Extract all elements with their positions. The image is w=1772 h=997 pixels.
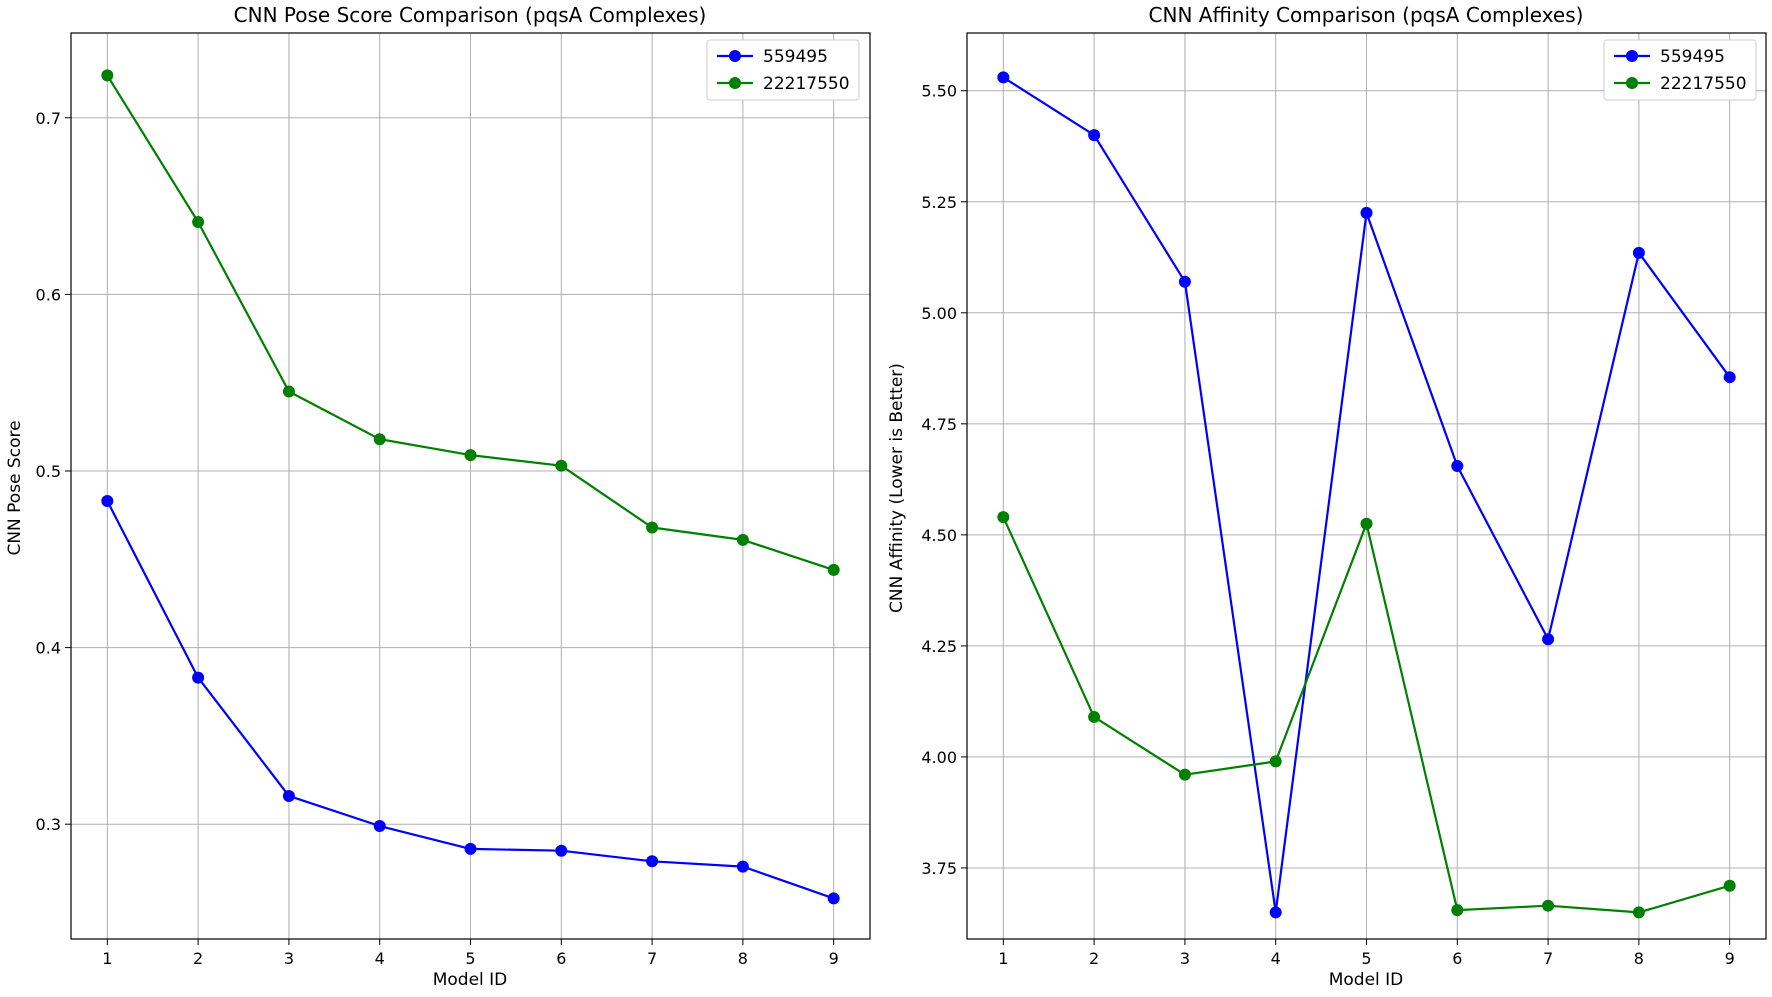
pose-score-point-559495 — [373, 819, 386, 832]
affinity-y-tick-label: 4.75 — [921, 415, 957, 434]
pose-score-point-22217550 — [101, 69, 114, 82]
pose-score-y-ticks: 0.3 0.4 0.5 0.6 0.7 — [36, 109, 71, 834]
affinity-point-22217550 — [1178, 768, 1191, 781]
pose-score-x-tick-label: 1 — [102, 949, 112, 968]
pose-score-x-tick-label: 2 — [193, 949, 203, 968]
affinity-grid — [967, 33, 1766, 939]
affinity-legend-marker-22217550 — [1626, 77, 1638, 89]
affinity-x-tick-label: 2 — [1089, 949, 1099, 968]
pose-score-point-559495 — [464, 842, 477, 855]
affinity-point-22217550 — [1088, 710, 1101, 723]
pose-score-point-559495 — [555, 844, 568, 857]
affinity-point-559495 — [1723, 371, 1736, 384]
affinity-y-tick-label: 5.50 — [921, 82, 957, 101]
pose-score-y-tick-label: 0.7 — [36, 109, 61, 128]
affinity-y-tick-label: 4.00 — [921, 748, 957, 767]
affinity-point-22217550 — [1542, 899, 1555, 912]
pose-score-x-tick-label: 3 — [284, 949, 294, 968]
pose-score-y-tick-label: 0.5 — [36, 462, 61, 481]
affinity-point-559495 — [1360, 206, 1373, 219]
affinity-y-tick-label: 5.25 — [921, 193, 957, 212]
affinity-points — [997, 71, 1736, 919]
affinity-y-tick-label: 4.50 — [921, 526, 957, 545]
pose-score-x-axis-label: Model ID — [433, 970, 508, 990]
pose-score-point-22217550 — [827, 563, 840, 576]
affinity-y-tick-label: 4.25 — [921, 637, 957, 656]
pose-score-chart: CNN Pose Score Comparison (pqsA Complexe… — [5, 3, 871, 990]
affinity-legend: 559495 22217550 — [1603, 39, 1757, 101]
affinity-y-tick-label: 5.00 — [921, 304, 957, 323]
affinity-x-tick-label: 4 — [1271, 949, 1281, 968]
affinity-point-559495 — [1451, 460, 1464, 473]
affinity-legend-marker-559495 — [1626, 50, 1638, 62]
pose-score-x-tick-label: 5 — [465, 949, 475, 968]
affinity-x-tick-label: 9 — [1725, 949, 1735, 968]
pose-score-point-559495 — [192, 671, 205, 684]
affinity-chart: CNN Affinity Comparison (pqsA Complexes)… — [887, 3, 1767, 990]
affinity-legend-label-559495: 559495 — [1660, 47, 1725, 67]
affinity-x-tick-label: 6 — [1452, 949, 1462, 968]
pose-score-x-tick-label: 6 — [556, 949, 566, 968]
pose-score-point-559495 — [101, 495, 114, 508]
affinity-point-559495 — [1632, 246, 1645, 259]
affinity-x-tick-label: 3 — [1180, 949, 1190, 968]
affinity-point-22217550 — [1360, 517, 1373, 530]
pose-score-point-559495 — [827, 892, 840, 905]
pose-score-x-tick-label: 8 — [738, 949, 748, 968]
affinity-y-axis-label: CNN Affinity (Lower is Better) — [887, 363, 907, 613]
affinity-x-tick-label: 7 — [1543, 949, 1553, 968]
pose-score-legend-marker-22217550 — [729, 77, 741, 89]
pose-score-point-559495 — [736, 860, 749, 873]
affinity-x-axis-label: Model ID — [1329, 970, 1404, 990]
pose-score-point-22217550 — [555, 459, 568, 472]
affinity-point-559495 — [1269, 906, 1282, 919]
pose-score-y-tick-label: 0.6 — [36, 285, 61, 304]
pose-score-point-22217550 — [192, 215, 205, 228]
affinity-point-22217550 — [997, 511, 1010, 524]
pose-score-y-tick-label: 0.4 — [36, 639, 61, 658]
affinity-title: CNN Affinity Comparison (pqsA Complexes) — [1149, 3, 1584, 27]
pose-score-title: CNN Pose Score Comparison (pqsA Complexe… — [234, 3, 707, 27]
affinity-x-ticks: 1 2 3 4 5 6 7 8 9 — [998, 939, 1735, 968]
pose-score-points — [101, 69, 840, 905]
affinity-legend-label-22217550: 22217550 — [1660, 74, 1747, 94]
affinity-x-tick-label: 5 — [1361, 949, 1371, 968]
affinity-point-22217550 — [1269, 755, 1282, 768]
pose-score-point-22217550 — [736, 533, 749, 546]
pose-score-legend-label-559495: 559495 — [763, 47, 828, 67]
affinity-point-559495 — [997, 71, 1010, 84]
affinity-y-tick-label: 3.75 — [921, 859, 957, 878]
pose-score-point-22217550 — [373, 433, 386, 446]
pose-score-y-tick-label: 0.3 — [36, 815, 61, 834]
pose-score-x-tick-label: 9 — [829, 949, 839, 968]
pose-score-legend-marker-559495 — [729, 50, 741, 62]
pose-score-point-22217550 — [282, 385, 295, 398]
affinity-point-559495 — [1542, 633, 1555, 646]
pose-score-point-559495 — [282, 789, 295, 802]
affinity-point-22217550 — [1723, 879, 1736, 892]
pose-score-point-22217550 — [646, 521, 659, 534]
affinity-y-ticks: 3.75 4.00 4.25 4.50 4.75 5.00 5.25 5.50 — [921, 82, 967, 878]
affinity-point-22217550 — [1632, 906, 1645, 919]
affinity-x-tick-label: 1 — [998, 949, 1008, 968]
pose-score-point-559495 — [646, 855, 659, 868]
pose-score-x-tick-label: 4 — [375, 949, 385, 968]
affinity-point-559495 — [1178, 275, 1191, 288]
pose-score-y-axis-label: CNN Pose Score — [5, 420, 25, 555]
affinity-point-559495 — [1088, 129, 1101, 142]
pose-score-legend: 559495 22217550 — [706, 39, 860, 101]
affinity-x-tick-label: 8 — [1634, 949, 1644, 968]
pose-score-point-22217550 — [464, 449, 477, 462]
pose-score-x-tick-label: 7 — [647, 949, 657, 968]
affinity-point-22217550 — [1451, 904, 1464, 917]
pose-score-legend-label-22217550: 22217550 — [763, 74, 850, 94]
pose-score-grid — [71, 33, 870, 939]
pose-score-x-ticks: 1 2 3 4 5 6 7 8 9 — [102, 939, 839, 968]
